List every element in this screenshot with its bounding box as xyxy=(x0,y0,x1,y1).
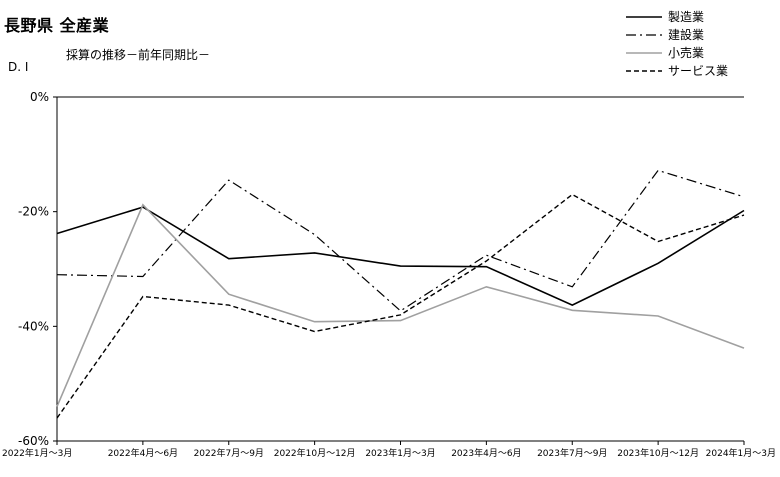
x-tick-label: 2023年10月～12月 xyxy=(617,447,699,459)
x-tick-label: 2024年1月～3月 xyxy=(706,447,776,459)
series-line-2 xyxy=(56,169,745,312)
x-tick-label: 2022年10月～12月 xyxy=(274,447,356,459)
y-tick-label: -60% xyxy=(18,434,49,448)
y-axis-label: D. I xyxy=(8,60,29,74)
legend-label-2: 建設業 xyxy=(668,27,704,42)
y-tick-label: -20% xyxy=(18,205,49,219)
x-tick-label: 2023年4月～6月 xyxy=(451,447,521,459)
series-line-1 xyxy=(56,206,745,306)
x-tick-label: 2022年7月～9月 xyxy=(194,447,264,459)
legend-label-3: 小売業 xyxy=(668,45,704,60)
x-tick-label: 2022年4月～6月 xyxy=(108,447,178,459)
series-line-4 xyxy=(56,193,745,419)
series-line-3 xyxy=(56,203,745,407)
x-tick-label: 2023年1月～3月 xyxy=(365,447,435,459)
x-tick-label: 2023年7月～9月 xyxy=(537,447,607,459)
y-tick-label: -40% xyxy=(18,319,49,333)
y-tick-label: 0% xyxy=(30,90,49,104)
x-tick-label: 2022年1月～3月 xyxy=(2,447,72,459)
chart-title: 長野県 全産業 xyxy=(4,16,110,35)
series-lines xyxy=(56,169,745,419)
legend-label-1: 製造業 xyxy=(668,10,704,24)
chart-subtitle: 採算の推移－前年同期比－ xyxy=(66,48,211,62)
legend-label-4: サービス業 xyxy=(668,64,728,78)
axes: 0% -20% -40% -60%2022年1月～3月 2022年4月～6月 2022年7… xyxy=(2,90,776,459)
